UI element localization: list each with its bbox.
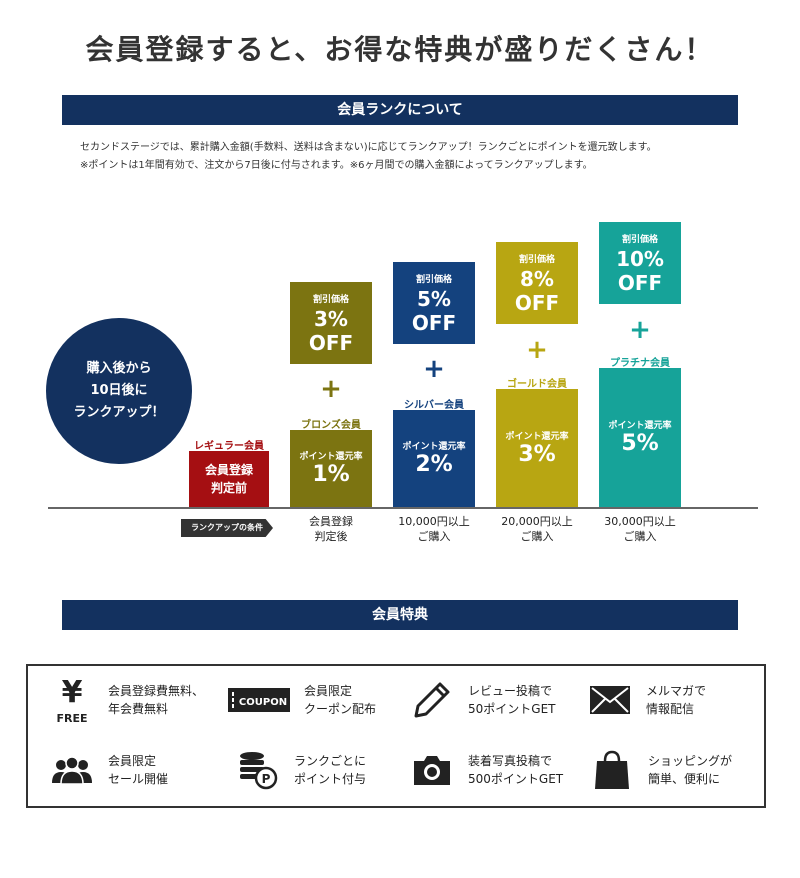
rankup-timing-badge: 購入後から 10日後に ランクアップ！ bbox=[46, 318, 192, 464]
plus-icon: + bbox=[526, 335, 548, 365]
rank-box-bronze: ポイント還元率 1% bbox=[290, 430, 372, 507]
rank-label-gold: ゴールド会員 bbox=[507, 379, 567, 390]
svg-text:FREE: FREE bbox=[56, 712, 87, 724]
benefit-photo-points: 装着写真投稿で 500ポイントGET bbox=[410, 748, 563, 792]
benefit-panel bbox=[26, 664, 766, 808]
coupon-icon: COUPON bbox=[228, 678, 290, 722]
svg-text:¥: ¥ bbox=[62, 676, 83, 710]
condition-bronze: 会員登録 判定後 bbox=[309, 515, 353, 543]
benefit-section-header: 会員特典 bbox=[62, 600, 738, 630]
condition-gold: 20,000円以上 ご購入 bbox=[501, 515, 573, 543]
rank-label-silver: シルバー会員 bbox=[404, 400, 464, 411]
rank-description: セカンドステージでは、累計購入金額(手数料、送料は含まない)に応じてランクアップ… bbox=[80, 142, 657, 153]
camera-icon bbox=[410, 748, 454, 792]
coins-icon: P bbox=[236, 748, 280, 792]
rank-box-platinum: ポイント還元率 5% bbox=[599, 368, 681, 507]
rank-section-header: 会員ランクについて bbox=[62, 95, 738, 125]
condition-platinum: 30,000円以上 ご購入 bbox=[604, 515, 676, 543]
shopping-bag-icon bbox=[590, 748, 634, 792]
svg-text:COUPON: COUPON bbox=[239, 697, 287, 708]
discount-box-gold: 割引価格 8% OFF bbox=[496, 242, 578, 324]
rank-box-regular: 会員登録 判定前 bbox=[189, 451, 269, 507]
benefit-member-sale: 会員限定 セール開催 bbox=[50, 748, 168, 792]
discount-box-platinum: 割引価格 10% OFF bbox=[599, 222, 681, 304]
mail-icon bbox=[588, 678, 632, 722]
yen-free-icon: ¥ FREE bbox=[50, 676, 94, 724]
svg-text:P: P bbox=[262, 772, 271, 786]
condition-silver: 10,000円以上 ご購入 bbox=[398, 515, 470, 543]
plus-icon: + bbox=[629, 315, 651, 345]
rank-box-silver: ポイント還元率 2% bbox=[393, 410, 475, 507]
baseline-divider bbox=[48, 507, 758, 509]
benefit-review-points: レビュー投稿で 50ポイントGET bbox=[410, 678, 555, 722]
rank-note: ※ポイントは1年間有効で、注文から7日後に付与されます。※6ヶ月間での購入金額に… bbox=[80, 160, 593, 171]
benefit-rank-points: P ランクごとに ポイント付与 bbox=[236, 748, 366, 792]
pencil-icon bbox=[410, 678, 454, 722]
benefit-mail-magazine: メルマガで 情報配信 bbox=[588, 678, 706, 722]
rankup-condition-tag: ランクアップの条件 bbox=[181, 519, 273, 537]
benefit-free-registration: ¥ FREE 会員登録費無料、 年会費無料 bbox=[50, 676, 204, 724]
group-icon bbox=[50, 748, 94, 792]
benefit-shopping: ショッピングが 簡単、便利に bbox=[590, 748, 732, 792]
benefit-coupon: COUPON 会員限定 クーポン配布 bbox=[228, 678, 376, 722]
plus-icon: + bbox=[320, 374, 342, 404]
plus-icon: + bbox=[423, 354, 445, 384]
discount-box-silver: 割引価格 5% OFF bbox=[393, 262, 475, 344]
rank-label-bronze: ブロンズ会員 bbox=[301, 420, 361, 431]
rank-label-platinum: プラチナ会員 bbox=[610, 358, 670, 369]
rank-box-gold: ポイント還元率 3% bbox=[496, 389, 578, 507]
discount-box-bronze: 割引価格 3% OFF bbox=[290, 282, 372, 364]
page-title: 会員登録すると、お得な特典が盛りだくさん！ bbox=[85, 33, 715, 66]
rank-label-regular: レギュラー会員 bbox=[194, 441, 264, 452]
